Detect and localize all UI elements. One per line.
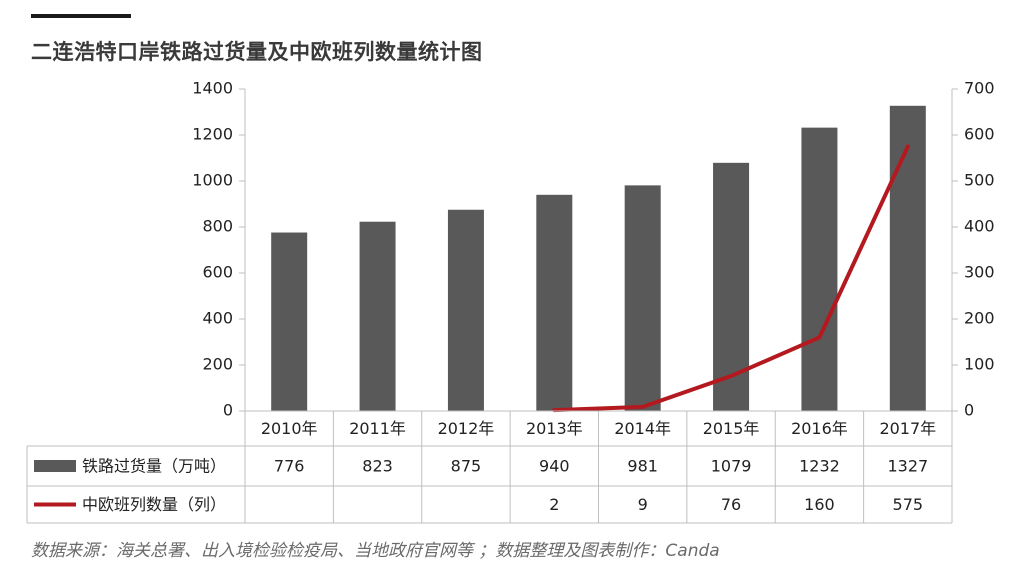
- bar: [359, 221, 396, 411]
- right-axis-tick-label: 100: [964, 355, 995, 374]
- data-source-note: 数据来源：海关总署、出入境检验检疫局、当地政府官网等 ；数据整理及图表制作：Ca…: [31, 541, 720, 561]
- category-label: 2011年: [349, 419, 406, 438]
- legend-bar-swatch: [34, 460, 76, 472]
- category-label: 2014年: [614, 419, 671, 438]
- right-axis-tick-label: 700: [964, 79, 995, 98]
- left-axis-tick-label: 0: [223, 401, 233, 420]
- legend-bar-label: 铁路过货量（万吨）: [82, 457, 226, 476]
- category-label: 2012年: [438, 419, 495, 438]
- bar: [713, 162, 750, 411]
- category-label: 2010年: [261, 419, 318, 438]
- bar-data-label: 875: [451, 457, 482, 476]
- bar: [624, 185, 661, 411]
- left-axis-tick-label: 600: [202, 263, 233, 282]
- bar: [271, 232, 308, 411]
- bar: [536, 194, 573, 411]
- legend-line-label: 中欧班列数量（列）: [82, 495, 226, 514]
- right-axis-tick-label: 300: [964, 263, 995, 282]
- top-rule: [31, 14, 131, 18]
- category-label: 2013年: [526, 419, 583, 438]
- line-data-label: 160: [804, 495, 835, 514]
- bar: [889, 105, 926, 411]
- bar-data-label: 981: [627, 457, 658, 476]
- line-data-label: 76: [721, 495, 741, 514]
- category-label: 2015年: [703, 419, 760, 438]
- left-axis-tick-label: 400: [202, 309, 233, 328]
- left-axis-tick-label: 1200: [192, 125, 233, 144]
- category-label: 2017年: [879, 419, 936, 438]
- category-label: 2016年: [791, 419, 848, 438]
- bar: [447, 209, 484, 411]
- left-axis-tick-label: 1400: [192, 79, 233, 98]
- right-axis-tick-label: 0: [964, 401, 974, 420]
- right-axis-tick-label: 400: [964, 217, 995, 236]
- left-axis-tick-label: 1000: [192, 171, 233, 190]
- bar-data-label: 1232: [799, 457, 840, 476]
- bar-data-label: 776: [274, 457, 305, 476]
- right-axis-tick-label: 600: [964, 125, 995, 144]
- line-series: [552, 144, 910, 413]
- bar-data-label: 823: [362, 457, 393, 476]
- left-axis-tick-label: 200: [202, 355, 233, 374]
- chart-title: 二连浩特口岸铁路过货量及中欧班列数量统计图: [31, 40, 483, 64]
- bar-data-label: 1327: [887, 457, 928, 476]
- bar: [801, 127, 838, 411]
- right-axis-tick-label: 500: [964, 171, 995, 190]
- left-axis-tick-label: 800: [202, 217, 233, 236]
- line-data-label: 575: [893, 495, 924, 514]
- right-axis-tick-label: 200: [964, 309, 995, 328]
- line-data-label: 2: [549, 495, 559, 514]
- bar-data-label: 1079: [711, 457, 752, 476]
- line-data-label: 9: [638, 495, 648, 514]
- bar-data-label: 940: [539, 457, 570, 476]
